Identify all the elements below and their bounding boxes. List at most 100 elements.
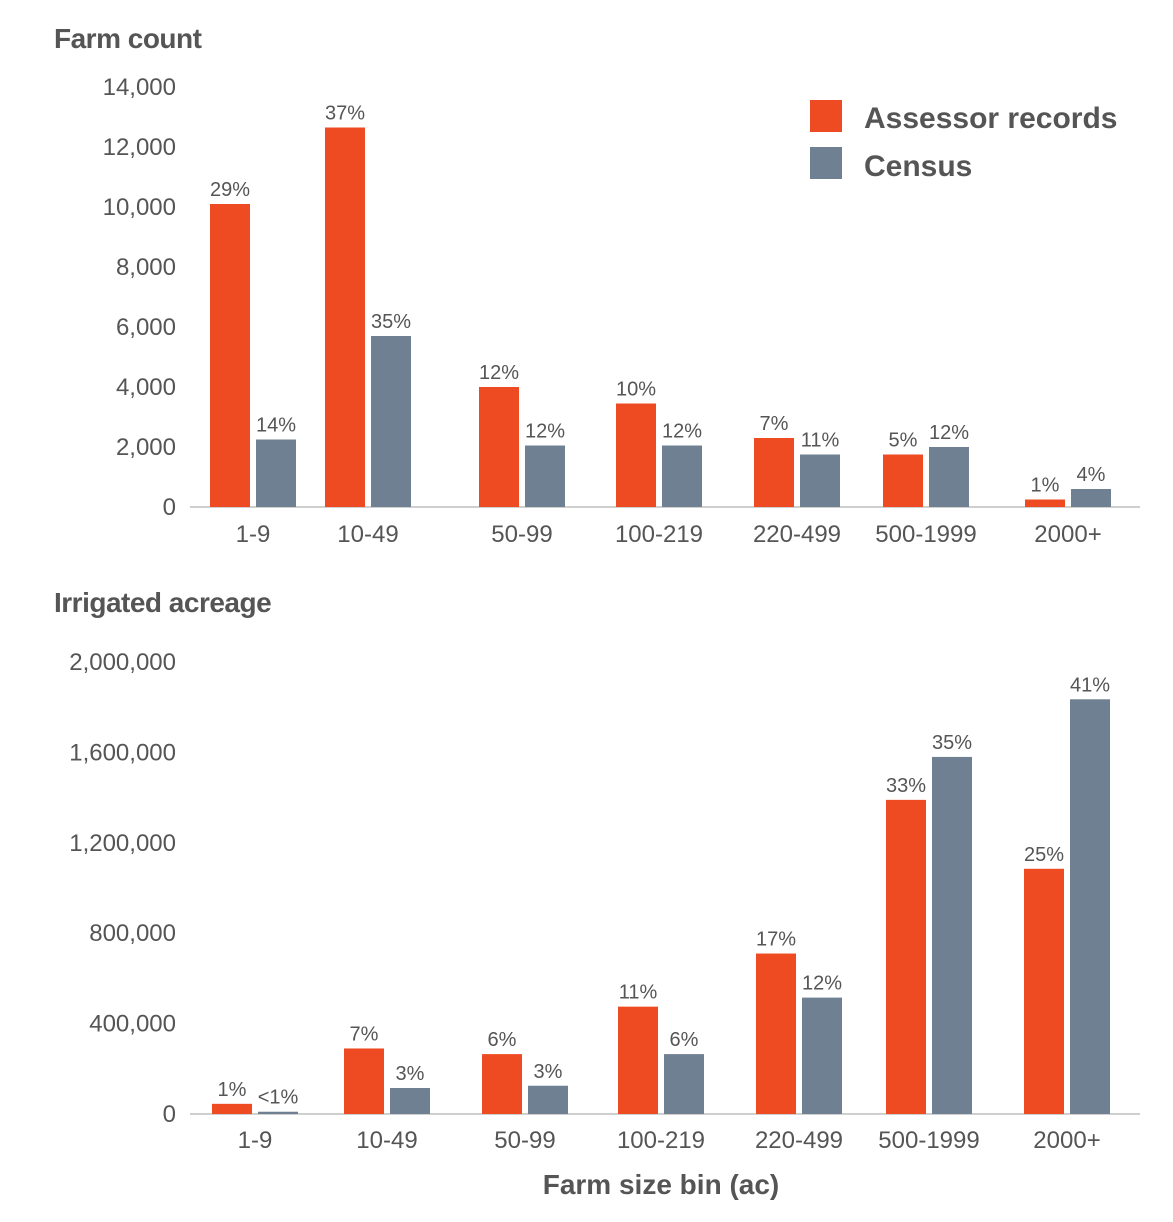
x-tick-label: 100-219 <box>617 1127 705 1154</box>
data-label-census-2000: 4% <box>1077 464 1106 486</box>
bar-group-220-499: 17% 12% 220-499 <box>755 929 843 1154</box>
bar-census-1-9 <box>258 1111 298 1114</box>
bar-assessor-1-9 <box>210 204 250 507</box>
bar-group-100-219: 11% 6% 100-219 <box>617 982 705 1154</box>
data-label-census-220-499: 12% <box>802 973 842 995</box>
bar-census-220-499 <box>800 454 840 507</box>
bar-assessor-220-499 <box>754 438 794 507</box>
bar-assessor-2000 <box>1025 499 1065 507</box>
data-label-census-10-49: 35% <box>371 311 411 333</box>
data-label-census-100-219: 6% <box>670 1029 699 1051</box>
bar-census-220-499 <box>802 997 842 1114</box>
irrigated-acreage-bars: 1% <1% 1-9 7% 3% 10-49 6% 3% 50-99 11% 6% 100-219 17… <box>212 674 1110 1154</box>
x-tick-label: 1-9 <box>236 521 271 548</box>
data-label-census-500-1999: 12% <box>929 422 969 444</box>
farm-count-chart: Farm count 0 2,000 4,000 6,000 8,000 10,000 12… <box>54 23 1140 548</box>
y-tick-label: 1,200,000 <box>69 830 176 857</box>
legend-swatch-assessor <box>810 100 842 132</box>
data-label-census-50-99: 12% <box>525 421 565 443</box>
bar-assessor-100-219 <box>618 1006 658 1114</box>
bar-group-1-9: 1% <1% 1-9 <box>212 1079 299 1154</box>
bar-group-220-499: 7% 11% 220-499 <box>753 413 841 548</box>
bar-census-10-49 <box>371 336 411 507</box>
x-tick-label: 2000+ <box>1034 521 1101 548</box>
bar-census-1-9 <box>256 439 296 507</box>
x-tick-label: 100-219 <box>615 521 703 548</box>
data-label-assessor-50-99: 12% <box>479 362 519 384</box>
x-tick-label: 10-49 <box>356 1127 417 1154</box>
data-label-assessor-100-219: 11% <box>619 982 658 1004</box>
y-tick-label: 4,000 <box>116 374 176 401</box>
legend-label-assessor: Assessor records <box>864 102 1117 135</box>
y-tick-label: 1,600,000 <box>69 739 176 766</box>
y-tick-label: 14,000 <box>103 74 176 101</box>
bar-assessor-500-1999 <box>883 454 923 507</box>
bar-assessor-50-99 <box>479 387 519 507</box>
bar-census-100-219 <box>662 445 702 507</box>
bar-assessor-2000 <box>1024 868 1064 1114</box>
y-tick-label: 6,000 <box>116 314 176 341</box>
bar-census-500-1999 <box>929 447 969 507</box>
bar-assessor-1-9 <box>212 1103 252 1114</box>
data-label-assessor-500-1999: 33% <box>886 775 926 797</box>
data-label-assessor-10-49: 7% <box>350 1023 379 1045</box>
farm-count-bars: 29% 14% 1-9 37% 35% 10-49 12% 12% 50-99 10% 12% 100… <box>210 103 1111 549</box>
bar-group-2000: 1% 4% 2000+ <box>1025 464 1111 548</box>
x-tick-label: 220-499 <box>753 521 841 548</box>
x-tick-label: 500-1999 <box>875 521 976 548</box>
data-label-census-10-49: 3% <box>396 1063 425 1085</box>
data-label-census-1-9: <1% <box>258 1087 299 1109</box>
data-label-assessor-100-219: 10% <box>616 379 656 401</box>
irrigated-acreage-axis-title: Irrigated acreage <box>54 587 271 618</box>
y-tick-label: 800,000 <box>89 920 176 947</box>
data-label-assessor-2000: 1% <box>1031 475 1060 497</box>
bar-group-50-99: 12% 12% 50-99 <box>479 362 565 548</box>
data-label-census-100-219: 12% <box>662 421 702 443</box>
data-label-census-2000: 41% <box>1070 674 1110 696</box>
x-tick-label: 10-49 <box>337 521 398 548</box>
bar-assessor-500-1999 <box>886 799 926 1114</box>
x-axis-title: Farm size bin (ac) <box>543 1169 780 1200</box>
bar-census-50-99 <box>528 1085 568 1114</box>
bar-group-50-99: 6% 3% 50-99 <box>482 1029 568 1154</box>
y-tick-label: 10,000 <box>103 194 176 221</box>
data-label-census-220-499: 11% <box>801 430 840 452</box>
data-label-assessor-1-9: 1% <box>218 1079 247 1101</box>
legend-swatch-census <box>810 147 842 179</box>
x-tick-label: 50-99 <box>491 521 552 548</box>
data-label-assessor-2000: 25% <box>1024 844 1064 866</box>
y-tick-label: 2,000 <box>116 434 176 461</box>
bar-group-500-1999: 33% 35% 500-1999 <box>878 732 979 1154</box>
y-tick-label: 8,000 <box>116 254 176 281</box>
bar-assessor-220-499 <box>756 953 796 1114</box>
bar-assessor-10-49 <box>344 1048 384 1114</box>
bar-census-50-99 <box>525 445 565 507</box>
legend-label-census: Census <box>864 150 972 183</box>
y-tick-label: 0 <box>163 494 176 521</box>
data-label-census-500-1999: 35% <box>932 732 972 754</box>
y-tick-label: 0 <box>163 1101 176 1128</box>
data-label-census-1-9: 14% <box>256 415 296 437</box>
bar-group-10-49: 7% 3% 10-49 <box>344 1023 430 1154</box>
y-tick-label: 12,000 <box>103 134 176 161</box>
bar-census-2000 <box>1070 699 1110 1114</box>
data-label-assessor-220-499: 17% <box>756 929 796 951</box>
bar-group-500-1999: 5% 12% 500-1999 <box>875 422 976 548</box>
y-tick-label: 2,000,000 <box>69 649 176 676</box>
bar-assessor-100-219 <box>616 403 656 507</box>
x-tick-label: 50-99 <box>494 1127 555 1154</box>
data-label-assessor-500-1999: 5% <box>889 430 918 452</box>
bar-census-10-49 <box>390 1088 430 1114</box>
bar-census-100-219 <box>664 1054 704 1114</box>
bar-group-100-219: 10% 12% 100-219 <box>615 379 703 549</box>
x-tick-label: 500-1999 <box>878 1127 979 1154</box>
bar-group-2000: 25% 41% 2000+ <box>1024 674 1110 1154</box>
y-tick-label: 400,000 <box>89 1011 176 1038</box>
bar-census-2000 <box>1071 489 1111 507</box>
bar-census-500-1999 <box>932 756 972 1114</box>
x-tick-label: 1-9 <box>238 1127 273 1154</box>
legend: Assessor records Census <box>810 100 1117 183</box>
data-label-assessor-220-499: 7% <box>760 413 789 435</box>
data-label-assessor-1-9: 29% <box>210 179 250 201</box>
